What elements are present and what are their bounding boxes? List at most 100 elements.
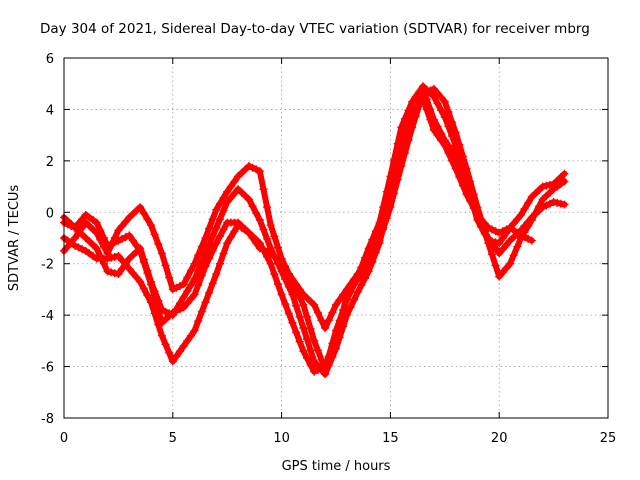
- data-series: [60, 82, 569, 379]
- data-point-marker: [223, 187, 232, 196]
- data-point-marker: [248, 234, 257, 242]
- data-point-marker: [132, 241, 141, 250]
- data-point-marker: [302, 312, 311, 321]
- data-point-marker: [560, 177, 569, 186]
- data-point-marker: [74, 243, 83, 252]
- data-point-marker: [168, 357, 177, 366]
- data-point-marker: [197, 271, 206, 280]
- data-point-marker: [96, 226, 105, 235]
- data-point-marker: [288, 290, 297, 299]
- data-point-marker: [128, 269, 137, 278]
- data-point-marker: [353, 288, 362, 296]
- data-point-marker: [226, 182, 235, 191]
- data-point-marker: [255, 167, 264, 176]
- data-point-marker: [259, 185, 268, 194]
- data-point-marker: [299, 347, 308, 356]
- data-point-marker: [299, 324, 308, 332]
- y-tick-label: 2: [46, 155, 54, 170]
- data-point-marker: [531, 189, 540, 198]
- data-point-marker: [205, 288, 214, 297]
- data-point-marker: [241, 165, 250, 174]
- data-point-marker: [179, 280, 188, 289]
- data-point-marker: [121, 233, 130, 242]
- data-point-marker: [524, 234, 533, 243]
- data-point-marker: [448, 156, 457, 165]
- data-point-marker: [487, 225, 496, 234]
- data-point-marker: [132, 273, 141, 282]
- data-point-marker: [458, 181, 467, 190]
- data-point-marker: [506, 259, 515, 268]
- data-point-marker: [212, 239, 221, 248]
- data-point-marker: [114, 252, 123, 260]
- data-point-marker: [292, 328, 301, 337]
- data-point-marker: [114, 226, 123, 235]
- data-point-marker: [110, 269, 119, 278]
- data-point-marker: [252, 165, 261, 174]
- data-point-marker: [208, 246, 217, 255]
- data-point-marker: [487, 237, 496, 246]
- data-point-marker: [440, 113, 449, 122]
- data-point-marker: [433, 131, 442, 140]
- data-point-marker: [215, 232, 224, 241]
- data-point-marker: [302, 294, 311, 302]
- data-point-marker: [103, 249, 112, 258]
- data-point-marker: [223, 198, 232, 206]
- data-point-marker: [408, 108, 417, 116]
- data-point-marker: [248, 163, 257, 172]
- data-point-marker: [194, 251, 203, 260]
- data-point-marker: [139, 258, 148, 266]
- data-point-marker: [411, 103, 420, 112]
- data-point-marker: [520, 204, 529, 213]
- data-point-marker: [545, 188, 554, 197]
- data-point-marker: [317, 316, 326, 325]
- data-point-marker: [324, 316, 333, 325]
- data-point-marker: [273, 280, 282, 289]
- data-point-marker: [67, 220, 76, 229]
- data-point-marker: [74, 219, 83, 228]
- data-point-marker: [437, 93, 446, 102]
- data-point-marker: [295, 337, 304, 346]
- data-point-marker: [89, 240, 98, 249]
- data-point-marker: [70, 223, 79, 232]
- data-point-marker: [143, 215, 152, 224]
- x-tick-label: 20: [491, 431, 508, 446]
- data-point-marker: [306, 297, 315, 306]
- data-point-marker: [339, 290, 348, 299]
- data-point-marker: [502, 240, 511, 249]
- data-point-marker: [516, 231, 525, 240]
- data-point-marker: [538, 203, 547, 212]
- data-point-marker: [215, 199, 224, 208]
- data-point-marker: [556, 173, 565, 182]
- data-point-marker: [165, 312, 174, 320]
- data-point-marker: [433, 89, 442, 98]
- data-point-marker: [440, 141, 449, 150]
- y-tick-label: 4: [46, 103, 54, 118]
- data-point-marker: [208, 279, 217, 288]
- data-point-marker: [194, 281, 203, 290]
- x-tick-label: 10: [273, 431, 290, 446]
- data-point-marker: [234, 172, 243, 181]
- data-point-marker: [237, 168, 246, 177]
- data-point-marker: [103, 241, 112, 250]
- data-point-marker: [306, 324, 315, 333]
- data-point-marker: [128, 251, 137, 260]
- data-point-marker: [509, 251, 518, 260]
- data-point-marker: [426, 89, 435, 98]
- data-point-marker: [147, 221, 156, 230]
- data-point-marker: [281, 264, 290, 273]
- data-point-marker: [284, 309, 293, 318]
- data-point-marker: [99, 234, 108, 242]
- data-point-marker: [426, 115, 435, 124]
- data-point-marker: [379, 216, 388, 224]
- data-point-marker: [498, 268, 507, 277]
- data-point-marker: [520, 222, 529, 230]
- data-point-marker: [321, 324, 330, 332]
- data-point-marker: [295, 285, 304, 294]
- data-point-marker: [67, 238, 76, 247]
- data-point-marker: [368, 245, 377, 254]
- data-point-marker: [263, 203, 272, 212]
- data-point-marker: [542, 181, 551, 190]
- data-point-marker: [259, 246, 268, 254]
- data-point-marker: [429, 126, 438, 134]
- data-point-marker: [223, 239, 232, 248]
